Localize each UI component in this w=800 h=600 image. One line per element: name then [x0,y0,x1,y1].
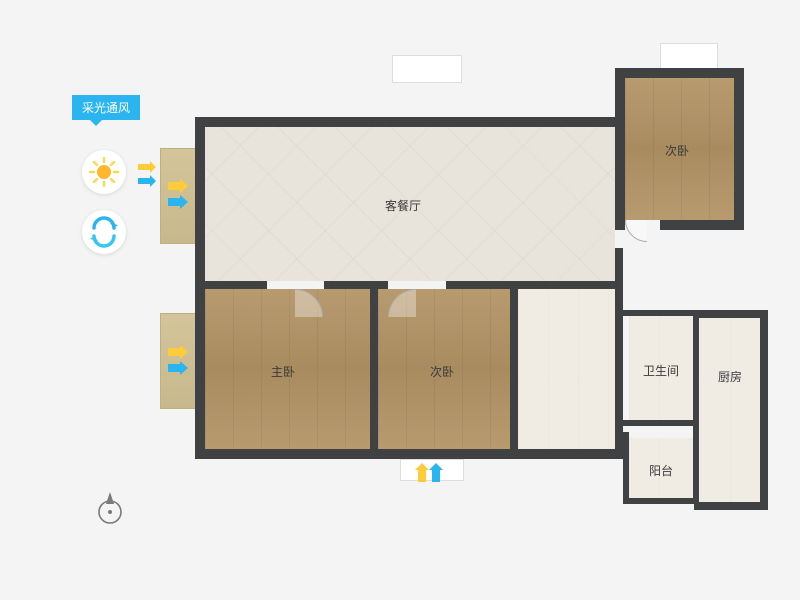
wall [623,432,629,504]
room-bathroom [518,289,616,449]
room-living: 客餐厅 [205,127,615,281]
room-master: 主卧 [205,289,370,449]
room-bath2: 卫生间 [629,316,693,420]
wall [694,310,766,318]
wall [734,68,744,230]
wall [324,281,388,289]
wall [623,498,699,504]
wall [623,310,699,316]
wall [446,281,623,289]
arrow-marker-3 [414,462,444,484]
room-bedroom2a-label: 次卧 [665,142,689,159]
room-kitchen-label: 厨房 [718,368,742,385]
arrow-marker-1 [166,178,190,210]
room-bathroom-label: 卫生间 [643,362,679,379]
room-living-label: 客餐厅 [385,197,421,214]
wall [510,281,518,457]
wall [195,449,623,459]
window-notch-2 [660,43,718,69]
arrow-marker-2 [166,344,190,376]
wall [370,281,378,457]
wall [660,220,744,230]
room-master-label: 主卧 [271,363,295,380]
wall [760,310,768,510]
floorplan: 客餐厅 次卧 主卧 次卧 卫生间 厨房 阳台 [0,0,800,600]
window-notch-1 [392,55,462,83]
wall [615,68,625,230]
wall [694,502,766,510]
room-bedroom2b-label: 次卧 [430,363,454,380]
wall [615,68,744,78]
room-balcony-label: 阳台 [649,462,673,479]
room-balcony: 阳台 [629,438,693,498]
wall [615,248,623,458]
room-bedroom2a: 次卧 [625,78,734,220]
wall [623,420,699,426]
room-kitchen: 厨房 [700,318,760,502]
wall [195,281,267,289]
wall [195,117,621,127]
wall [693,310,699,504]
